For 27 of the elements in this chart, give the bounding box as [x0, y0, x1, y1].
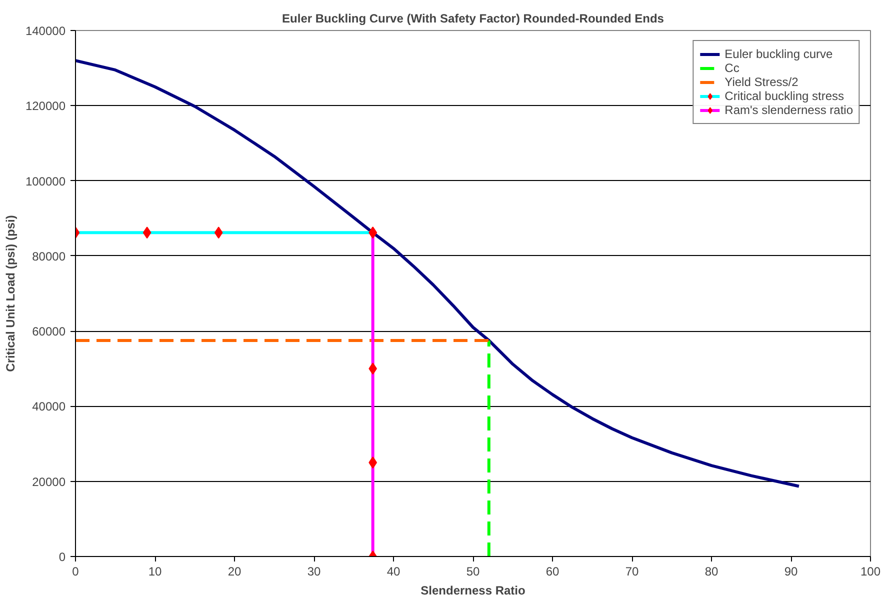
y-tick-label: 120000 [25, 99, 66, 114]
x-tick-label: 70 [625, 564, 639, 578]
legend-label: Yield Stress/2 [724, 75, 798, 89]
chart-title: Euler Buckling Curve (With Safety Factor) Rounded-Rounded Ends [282, 12, 664, 26]
x-tick-label: 60 [546, 564, 560, 578]
legend-label: Cc [724, 61, 740, 75]
x-tick-label: 10 [148, 564, 162, 578]
y-tick-label: 100000 [25, 174, 66, 188]
y-tick-label: 80000 [32, 249, 66, 264]
x-tick-label: 40 [386, 564, 400, 578]
y-tick-label: 20000 [32, 474, 66, 489]
y-tick-label: 140000 [25, 24, 66, 38]
x-tick-label: 80 [704, 564, 718, 578]
legend-label: Ram's slenderness ratio [724, 103, 853, 117]
y-tick-label: 40000 [32, 400, 66, 414]
x-tick-label: 100 [860, 564, 881, 578]
x-axis-title: Slenderness Ratio [420, 584, 526, 598]
legend-label: Critical buckling stress [724, 89, 844, 103]
x-tick-label: 0 [72, 564, 80, 578]
x-tick-label: 50 [466, 564, 480, 578]
x-tick-label: 20 [228, 564, 242, 578]
x-tick-label: 90 [784, 564, 798, 578]
y-tick-label: 0 [58, 550, 66, 564]
x-tick-label: 30 [307, 564, 321, 578]
legend-label: Euler buckling curve [724, 47, 833, 61]
y-axis-title: Critical Unit Load (psi) (psi) [3, 215, 18, 372]
y-tick-label: 60000 [32, 324, 66, 339]
